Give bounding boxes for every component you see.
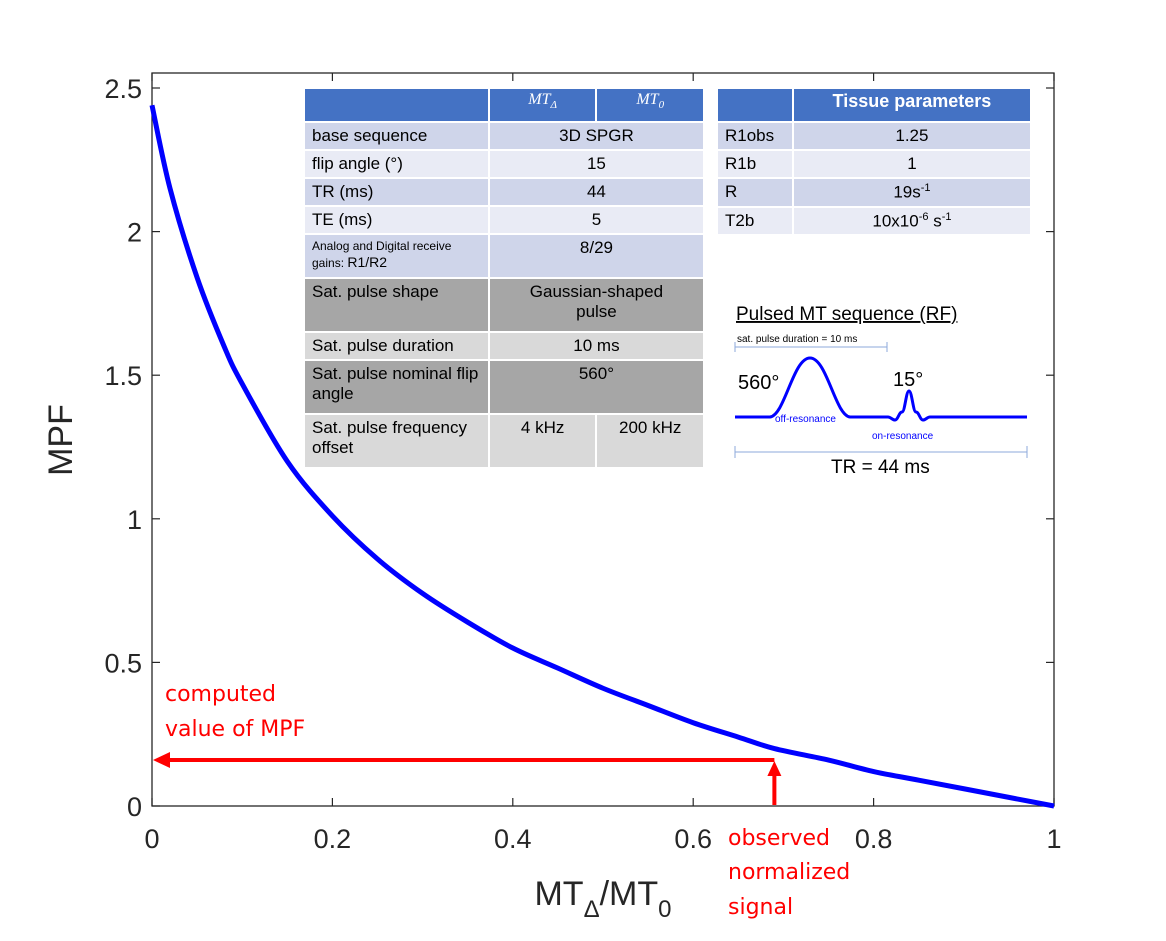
sequence-title: Pulsed MT sequence (RF) — [736, 304, 957, 325]
table-row: R1obs 1.25 — [716, 121, 1033, 151]
table-row: Sat. pulse duration 10 ms — [303, 331, 706, 361]
row-value: 10 ms — [487, 331, 706, 361]
x-tick-label: 0.8 — [855, 824, 893, 854]
tissue-table-title: Tissue parameters — [791, 87, 1033, 123]
tr-label: TR = 44 ms — [831, 457, 930, 478]
duration-label: sat. pulse duration = 10 ms — [737, 334, 857, 345]
pulsed-mt-sequence-diagram: Pulsed MT sequence (RF) sat. pulse durat… — [734, 304, 1028, 478]
on-resonance-label: on-resonance — [872, 431, 934, 442]
row-value-b: 200 kHz — [595, 413, 705, 469]
computed-label-line1: computed — [165, 682, 276, 707]
row-label: base sequence — [303, 121, 490, 151]
table-row: base sequence 3D SPGR — [303, 121, 706, 151]
row-value: Gaussian-shaped pulse — [487, 277, 706, 333]
sequence-parameters-table: MTΔ MT0 base sequence 3D SPGR flip angle … — [303, 87, 706, 469]
row-label: Sat. pulse nominal flip angle — [303, 359, 490, 415]
observed-arrow-head — [767, 761, 782, 777]
tissue-table-header: Tissue parameters — [716, 87, 1033, 123]
row-label: Sat. pulse frequency offset — [303, 413, 490, 469]
tissue-parameters-table: Tissue parameters R1obs 1.25 R1b 1 R 19s-1 … — [716, 87, 1033, 237]
row-value: 44 — [487, 177, 706, 207]
table-row: Sat. pulse shape Gaussian-shaped pulse — [303, 277, 706, 333]
row-value-a: 4 kHz — [487, 413, 598, 469]
row-label: R1b — [716, 149, 794, 179]
computed-arrow-head — [153, 752, 170, 769]
row-value: 8/29 — [487, 233, 706, 279]
x-tick-label: 1 — [1046, 824, 1061, 854]
rf-waveform — [735, 356, 1027, 422]
row-label: TE (ms) — [303, 205, 490, 235]
row-label: R — [716, 177, 794, 208]
observed-label-line3: signal — [728, 895, 793, 920]
sat-angle-label: 560° — [738, 372, 779, 394]
row-value: 560° — [487, 359, 706, 415]
x-axis-title: MTΔ/MT0 — [534, 875, 671, 923]
y-axis: 0 0.5 1 1.5 2 2.5 — [104, 74, 1054, 822]
gains-label-tail: R1/R2 — [347, 254, 388, 270]
row-label: Analog and Digital receive gains: R1/R2 — [303, 233, 490, 279]
x-axis: 0 0.2 0.4 0.6 0.8 1 — [144, 73, 1062, 854]
y-axis-title: MPF — [42, 404, 80, 476]
row-label: flip angle (°) — [303, 149, 490, 179]
sequence-table-header: MTΔ MT0 — [303, 87, 705, 123]
observed-label-line1: observed — [728, 826, 830, 851]
x-tick-label: 0.2 — [314, 824, 352, 854]
row-label: TR (ms) — [303, 177, 490, 207]
header-blank — [716, 87, 794, 123]
annotation-arrows — [153, 752, 782, 805]
header-blank — [303, 87, 490, 123]
y-tick-label: 2.5 — [104, 74, 142, 104]
table-row: flip angle (°) 15 — [303, 149, 706, 179]
row-value: 1 — [791, 149, 1033, 179]
table-row: TR (ms) 44 — [303, 177, 706, 207]
x-tick-label: 0.6 — [674, 824, 712, 854]
off-resonance-label: off-resonance — [775, 414, 836, 425]
table-row: Sat. pulse frequency offset 4 kHz 200 kHz — [303, 413, 705, 469]
row-value: 1.25 — [791, 121, 1033, 151]
y-tick-label: 1 — [127, 505, 142, 535]
x-tick-label: 0 — [144, 824, 159, 854]
table-row: Analog and Digital receive gains: R1/R2 8… — [303, 233, 706, 279]
header-mt-zero: MT0 — [595, 87, 705, 123]
table-row: TE (ms) 5 — [303, 205, 706, 235]
y-tick-label: 0.5 — [104, 648, 142, 678]
y-tick-label: 2 — [127, 218, 142, 248]
gains-label: Analog and Digital receive gains: — [312, 239, 452, 270]
table-row: Sat. pulse nominal flip angle 560° — [303, 359, 706, 415]
table-row: R1b 1 — [716, 149, 1033, 179]
row-value: 10x10-6 s-1 — [791, 205, 1033, 237]
x-tick-label: 0.4 — [494, 824, 532, 854]
table-row: T2b 10x10-6 s-1 — [716, 205, 1033, 237]
row-label: R1obs — [716, 121, 794, 151]
computed-label-line2: value of MPF — [165, 717, 305, 742]
row-value: 15 — [487, 149, 706, 179]
mpf-curve-line — [149, 104, 1055, 809]
row-value: 19s-1 — [791, 177, 1033, 208]
observed-label-line2: normalized — [728, 860, 850, 885]
row-label: Sat. pulse duration — [303, 331, 490, 361]
row-value: 3D SPGR — [487, 121, 706, 151]
row-label: T2b — [716, 205, 794, 237]
header-mt-delta: MTΔ — [487, 87, 598, 123]
row-value: 5 — [487, 205, 706, 235]
exc-angle-label: 15° — [893, 369, 923, 391]
table-row: R 19s-1 — [716, 177, 1033, 208]
y-tick-label: 1.5 — [104, 361, 142, 391]
row-label: Sat. pulse shape — [303, 277, 490, 333]
y-tick-label: 0 — [127, 792, 142, 822]
